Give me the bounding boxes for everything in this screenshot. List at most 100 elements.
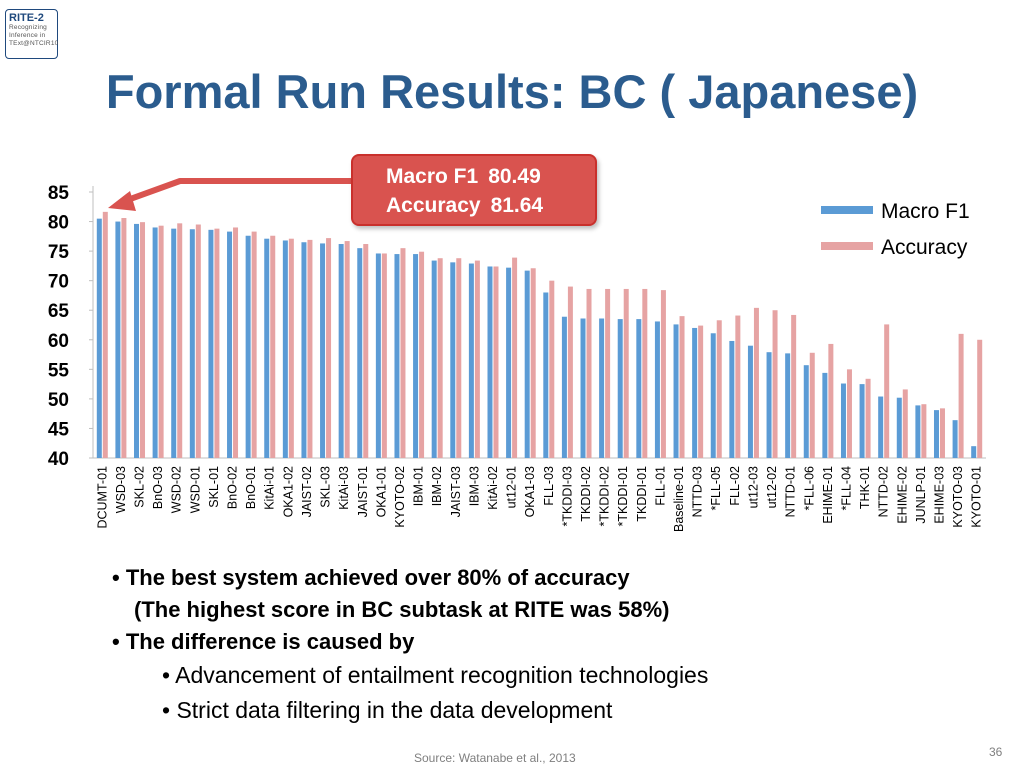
y-tick-label: 50: [48, 390, 69, 411]
x-tick-label: EHIME-01: [821, 466, 835, 524]
x-tick-label: BnO-02: [226, 466, 240, 509]
x-tick-label: BnO-01: [244, 466, 258, 509]
x-tick-label: SKL-01: [207, 466, 221, 508]
bar-accuracy: [456, 258, 462, 458]
bar-accuracy: [809, 352, 815, 458]
chart-bars: [96, 211, 983, 458]
y-tick-label: 80: [48, 213, 69, 234]
bar-accuracy: [939, 408, 945, 458]
bar-accuracy: [437, 258, 443, 458]
bar-macro-f1: [524, 270, 530, 458]
bar-macro-f1: [636, 319, 642, 458]
bar-accuracy: [884, 324, 890, 458]
y-tick-label: 55: [48, 360, 70, 381]
bullet-1-continuation: (The highest score in BC subtask at RITE…: [134, 597, 670, 622]
bar-accuracy: [158, 225, 164, 458]
bullet-1: • The best system achieved over 80% of a…: [112, 565, 630, 590]
bar-macro-f1: [599, 318, 605, 458]
x-tick-label: SKL-02: [133, 466, 147, 508]
logo-title: RITE-2: [9, 12, 44, 24]
callout-macro-f1-value: 80.49: [488, 165, 541, 188]
x-tick-label: *FLL-05: [709, 466, 723, 511]
bar-accuracy: [493, 266, 499, 458]
callout-accuracy-value: 81.64: [490, 194, 544, 217]
bar-macro-f1: [654, 321, 660, 458]
bar-macro-f1: [580, 318, 586, 458]
x-tick-label: OKA1-01: [374, 466, 388, 517]
bar-accuracy: [623, 288, 629, 458]
bar-accuracy: [140, 222, 146, 458]
x-tick-label: *TKDDI-02: [598, 466, 612, 526]
x-tick-label: ut12-02: [765, 466, 779, 508]
logo-line-3: TExt@NTCIR10: [9, 40, 59, 47]
bar-accuracy: [660, 290, 666, 458]
x-tick-label: KitAi-01: [263, 466, 277, 510]
bar-macro-f1: [413, 254, 419, 458]
callout-accuracy-label: Accuracy: [386, 194, 481, 217]
x-tick-label: DCUMT-01: [95, 466, 109, 529]
x-tick-label: KYOTO-01: [970, 466, 984, 528]
bar-accuracy: [288, 238, 294, 458]
logo-line-2: Inference in: [9, 32, 46, 39]
bar-macro-f1: [134, 223, 140, 458]
bar-accuracy: [902, 389, 908, 458]
bar-accuracy: [530, 268, 536, 458]
bar-macro-f1: [96, 218, 102, 458]
x-tick-label: Baseline-01: [672, 466, 686, 532]
x-tick-label: JAIST-02: [300, 466, 314, 517]
legend-label-accuracy: Accuracy: [881, 236, 968, 259]
bar-macro-f1: [301, 242, 307, 458]
y-tick-label: 75: [48, 242, 70, 263]
bar-macro-f1: [822, 372, 828, 458]
x-tick-label: *FLL-04: [839, 466, 853, 511]
page-number: 36: [989, 745, 1003, 759]
chart-axes: [89, 186, 986, 459]
bar-macro-f1: [710, 333, 716, 458]
bar-macro-f1: [171, 228, 177, 458]
bar-macro-f1: [543, 292, 549, 458]
bar-macro-f1: [785, 353, 791, 458]
y-tick-labels: 40 45 50 55 60 65 70 75 80 85: [48, 183, 70, 470]
bar-macro-f1: [245, 235, 251, 458]
bar-macro-f1: [506, 267, 512, 458]
x-tick-label: *TKDDI-03: [560, 466, 574, 526]
bar-macro-f1: [952, 420, 958, 458]
x-tick-label: EHIME-02: [895, 466, 909, 524]
x-tick-label: OKA1-02: [281, 466, 295, 517]
bar-accuracy: [958, 333, 964, 458]
bar-macro-f1: [859, 384, 865, 458]
x-tick-label: JAIST-01: [356, 466, 370, 517]
bar-accuracy: [326, 238, 332, 458]
bar-accuracy: [400, 248, 406, 458]
x-tick-label: KitAi-03: [337, 466, 351, 510]
sub-bullet-1: • Advancement of entailment recognition …: [162, 662, 709, 688]
bar-macro-f1: [320, 243, 326, 458]
x-tick-label: NTTD-02: [877, 466, 891, 517]
x-tick-label: ut12-01: [505, 466, 519, 508]
x-tick-label: *TKDDI-01: [616, 466, 630, 526]
bar-macro-f1: [915, 405, 921, 458]
x-tick-label: FLL-03: [542, 466, 556, 506]
bullet-2: • The difference is caused by: [112, 629, 415, 654]
bar-accuracy: [567, 286, 573, 458]
bar-macro-f1: [766, 352, 772, 458]
y-tick-label: 70: [48, 272, 69, 293]
bar-macro-f1: [152, 227, 158, 458]
bar-macro-f1: [803, 365, 809, 458]
bullet-list: • The best system achieved over 80% of a…: [112, 562, 932, 728]
bar-macro-f1: [673, 324, 679, 458]
x-tick-label: OKA1-03: [523, 466, 537, 517]
bar-accuracy: [307, 239, 313, 458]
x-tick-label: ut12-03: [746, 466, 760, 508]
bar-macro-f1: [189, 229, 195, 458]
x-tick-label: FLL-02: [728, 466, 742, 506]
x-tick-label: WSD-01: [188, 466, 202, 513]
x-tick-label: WSD-02: [170, 466, 184, 513]
bar-accuracy: [233, 227, 239, 458]
x-tick-label: SKL-03: [319, 466, 333, 508]
x-tick-label: KYOTO-02: [393, 466, 407, 528]
bar-accuracy: [549, 280, 555, 458]
x-tick-label: IBM-01: [412, 466, 426, 506]
bar-macro-f1: [561, 316, 567, 458]
bar-accuracy: [846, 369, 852, 458]
